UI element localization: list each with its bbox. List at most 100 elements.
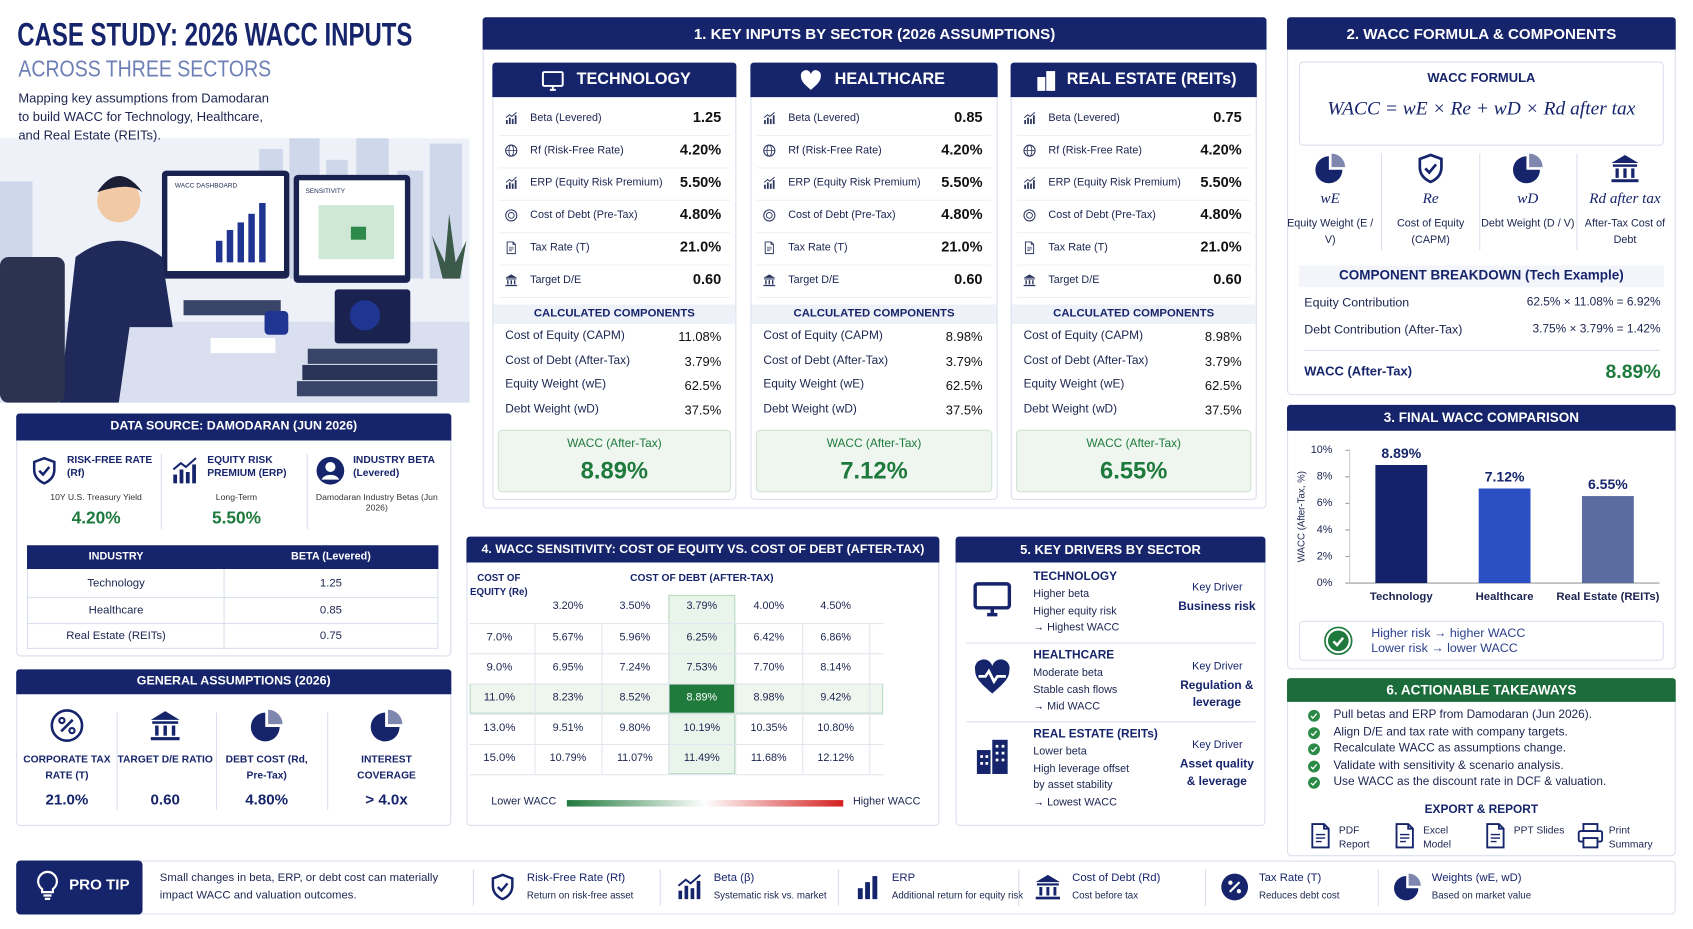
driver-line: Stable cash flows (1033, 684, 1118, 696)
pro-tip-label: PRO TIP (69, 875, 130, 893)
takeaway: Validate with sensitivity & scenario ana… (1333, 758, 1564, 772)
driver-value: Regulation & leverage (1180, 679, 1254, 710)
cup (264, 310, 289, 335)
icon-shape (510, 280, 512, 285)
icon-shape (1310, 780, 1318, 786)
row-line (469, 713, 884, 715)
y-tick-label: 8% (1317, 471, 1333, 483)
subtitle: ACROSS THREE SECTORS (18, 57, 272, 83)
table-cell: 0.75 (319, 629, 342, 643)
row-line (498, 199, 730, 201)
screen-bar (237, 222, 245, 263)
icon-shape (1323, 824, 1329, 830)
bar (1581, 496, 1634, 584)
icon-monitor (541, 71, 564, 91)
export-title: EXPORT & REPORT (1424, 803, 1539, 817)
icon-shape (496, 882, 509, 893)
component-label: Debt Weight (D / V) (1481, 218, 1575, 230)
bar-chart: WACC (After-Tax, %) 0% 2% 4% 6% 8% 10% Technolo… (1297, 444, 1660, 603)
panel-title: GENERAL ASSUMPTIONS (2026) (136, 674, 331, 688)
icon-shape (1236, 889, 1242, 894)
assumption-value: 21.0% (45, 790, 89, 808)
icon-shield (491, 873, 514, 901)
tip-note: Return on risk-free asset (526, 889, 634, 901)
divider (659, 869, 661, 906)
divider (215, 712, 218, 810)
tip-title: Tax Rate (T) (1258, 871, 1322, 885)
icon-printer (1577, 823, 1604, 849)
icon-shape (1024, 278, 1035, 280)
icon-shape (172, 457, 197, 471)
row-line (469, 653, 884, 655)
tip-title: Risk-Free Rate (Rf) (526, 871, 626, 885)
driver-value: Asset quality & leverage (1179, 757, 1254, 789)
input-value: 5.50% (1200, 173, 1242, 191)
tip-title: Weights (wE, wD) (1431, 871, 1522, 885)
calc-band (1011, 304, 1256, 324)
icon-heart (800, 70, 821, 90)
x-tick-label: Real Estate (REITs) (1556, 591, 1659, 603)
calc-value: 37.5% (684, 402, 722, 418)
icon-shape (1631, 168, 1635, 178)
row-line (469, 683, 884, 685)
x-tick-label: Healthcare (1476, 591, 1534, 603)
y-tick-label: 6% (1317, 497, 1333, 509)
row-line (1017, 296, 1251, 299)
icon-shape (763, 176, 775, 183)
row-line (469, 622, 884, 625)
tip-note: Based on market value (1431, 889, 1532, 901)
icon-shape (769, 118, 772, 125)
icon-shape (678, 890, 683, 900)
driver-sector: REAL ESTATE (REITs) (1033, 727, 1158, 741)
row-line (498, 264, 730, 266)
value-label: 7.12% (1485, 468, 1525, 484)
icon-shape (1332, 636, 1345, 647)
table-cell: 1.25 (319, 576, 342, 590)
icon-shape (769, 183, 772, 189)
panel-title: 1. KEY INPUTS BY SECTOR (2026 ASSUMPTION… (693, 24, 1056, 43)
row-line (498, 232, 730, 234)
legend-low: Lower WACC (491, 795, 557, 808)
table-cell: Healthcare (88, 603, 144, 616)
icon-shape (771, 280, 774, 285)
input-value: 4.80% (1200, 206, 1242, 223)
tip-title: ERP (891, 871, 916, 885)
icon-coin (763, 209, 776, 222)
col-label: 4.50% (820, 600, 852, 613)
icon-shape (512, 241, 516, 245)
divider (1380, 153, 1382, 251)
table-header-cell: INDUSTRY (88, 550, 144, 563)
icon-shape (1027, 246, 1032, 252)
row-label: 13.0% (483, 721, 516, 735)
wacc-value: 7.12% (840, 456, 908, 484)
export-label: PDF Report (1338, 824, 1370, 852)
illustration: WACC DASHBOARD SENSITIVITY (0, 138, 470, 403)
value-label: 6.55% (1588, 476, 1628, 492)
input-label: ERP (Equity Risk Premium) (1048, 177, 1181, 189)
cell: 6.95% (552, 661, 584, 674)
icon-shape (772, 180, 775, 189)
calc-value: 8.98% (945, 329, 983, 345)
icon-building (976, 739, 1008, 774)
icon-pie (370, 709, 403, 742)
icon-shape (505, 274, 518, 278)
input-label: Cost of Debt (Pre-Tax) (1048, 209, 1156, 222)
person-hair (97, 175, 143, 193)
icon-shape (770, 241, 774, 245)
calc-value: 37.5% (945, 402, 983, 418)
icon-shape (1001, 751, 1005, 755)
icon-bank (150, 711, 180, 741)
icon-shape (505, 284, 518, 287)
icon-shape (1027, 117, 1029, 125)
icon-chart (1023, 112, 1036, 125)
icon-globe (1023, 144, 1036, 157)
icon-shape (1023, 209, 1036, 222)
panel-header (1287, 404, 1676, 431)
pro-tip-badge (16, 860, 143, 915)
driver-line: Lower beta (1033, 746, 1087, 758)
icon-shape (185, 472, 190, 484)
icon-shape (1623, 168, 1627, 178)
icon-shape (802, 75, 819, 85)
screen-bar (226, 229, 234, 263)
